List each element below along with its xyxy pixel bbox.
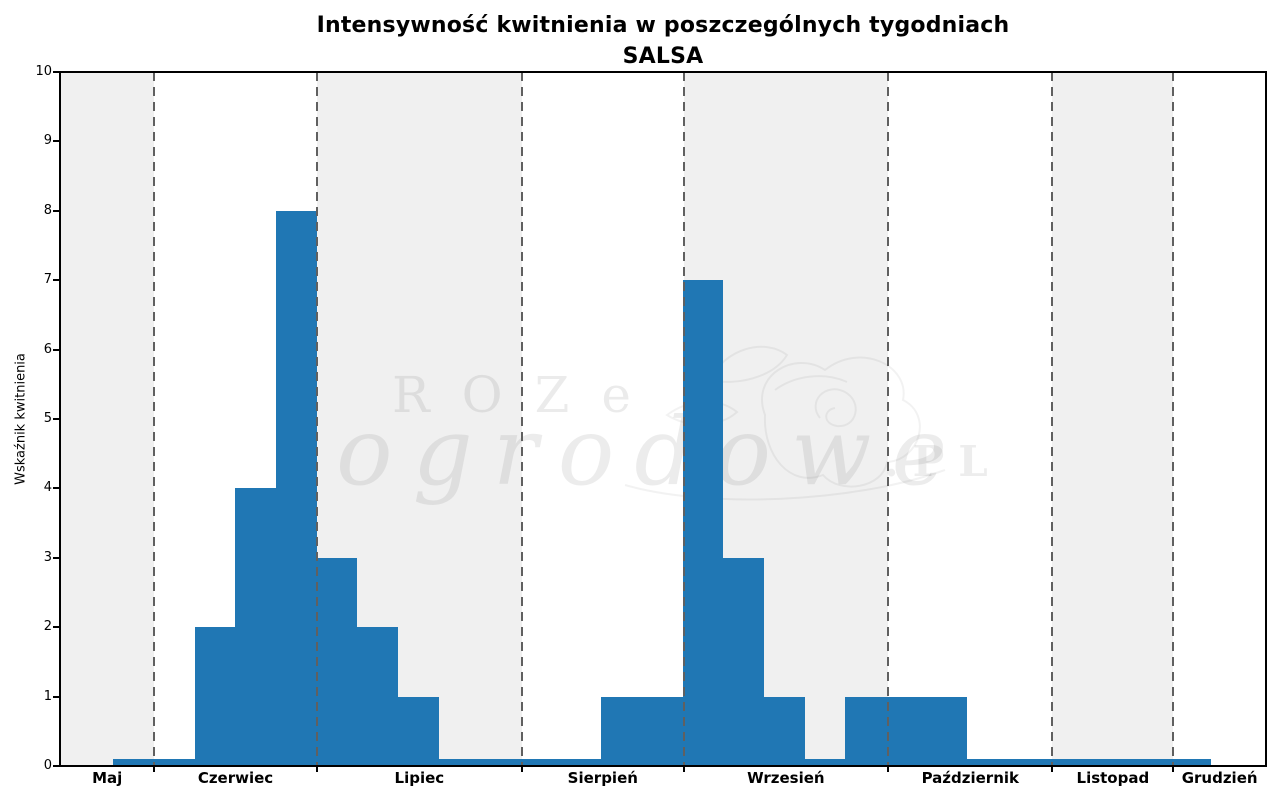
- histogram-bar: [805, 759, 845, 766]
- month-separator-line: [887, 72, 890, 766]
- chart-title: Intensywność kwitnienia w poszczególnych…: [316, 13, 1010, 38]
- x-axis-tick: [315, 767, 318, 772]
- histogram-bar: [113, 759, 154, 766]
- month-band-listopad: [1052, 72, 1174, 766]
- x-axis-tick: [1051, 767, 1054, 772]
- x-tick-label-month: Listopad: [1076, 769, 1150, 787]
- histogram-bar: [886, 696, 927, 766]
- histogram-bar: [439, 759, 479, 766]
- histogram-bar: [1008, 759, 1049, 766]
- histogram-bar: [1130, 759, 1171, 766]
- plot-area: [60, 72, 1266, 766]
- histogram-bar: [967, 759, 1008, 766]
- month-separator-line: [521, 72, 524, 766]
- x-axis-tick: [1172, 767, 1175, 772]
- histogram-bar: [195, 627, 235, 766]
- y-tick-label: 0: [43, 758, 52, 773]
- y-axis-tick: [53, 556, 60, 559]
- month-separator-line: [1172, 72, 1175, 766]
- y-axis-tick: [53, 695, 60, 698]
- month-band-maj: [60, 72, 155, 766]
- y-axis-tick: [53, 140, 60, 143]
- histogram-bar: [357, 627, 398, 766]
- y-axis-tick: [53, 765, 60, 767]
- x-axis-tick: [887, 767, 890, 772]
- histogram-bar: [1089, 759, 1130, 766]
- y-tick-label: 9: [43, 133, 52, 149]
- x-axis-tick: [682, 767, 685, 772]
- y-tick-label: 6: [43, 341, 52, 357]
- histogram-bar: [601, 696, 642, 766]
- x-tick-label-month: Czerwiec: [197, 769, 274, 787]
- chart-title-block: Intensywność kwitnienia w poszczególnych…: [60, 10, 1266, 72]
- histogram-bar: [520, 759, 561, 766]
- chart-subtitle: SALSA: [622, 44, 704, 69]
- y-axis-tick: [53, 348, 60, 351]
- histogram-bar: [927, 696, 967, 766]
- histogram-bar: [683, 280, 723, 766]
- histogram-bar: [479, 759, 520, 766]
- histogram-bar: [398, 696, 439, 766]
- histogram-bar: [764, 696, 805, 766]
- x-tick-label-month: Maj: [92, 769, 123, 787]
- histogram-bar: [723, 557, 764, 766]
- x-tick-label-month: Grudzień: [1181, 769, 1258, 787]
- y-axis-tick: [53, 279, 60, 282]
- month-separator-line: [315, 72, 318, 766]
- y-tick-label: 1: [43, 688, 52, 704]
- y-axis-tick: [53, 626, 60, 629]
- histogram-bar: [154, 759, 195, 766]
- histogram-bar: [845, 696, 886, 766]
- y-tick-label: 8: [43, 202, 52, 218]
- y-axis-tick: [53, 418, 60, 420]
- histogram-bar: [317, 557, 357, 766]
- y-tick-label: 3: [43, 549, 52, 565]
- month-separator-line: [1051, 72, 1054, 766]
- x-axis-tick: [521, 767, 524, 772]
- histogram-bar: [235, 488, 276, 766]
- y-tick-label: 7: [43, 272, 52, 288]
- x-tick-label-month: Lipiec: [394, 769, 445, 787]
- histogram-bar: [561, 759, 601, 766]
- y-tick-label: 2: [43, 619, 52, 635]
- histogram-bar: [642, 696, 683, 766]
- histogram-bar: [1049, 759, 1089, 766]
- histogram-bar: [276, 210, 317, 766]
- y-axis-tick: [53, 487, 60, 490]
- y-tick-label: 4: [43, 480, 52, 496]
- histogram-bar: [1171, 759, 1211, 766]
- month-separator-line: [153, 72, 156, 766]
- y-tick-label: 5: [43, 411, 52, 426]
- month-separator-line: [682, 72, 685, 766]
- x-axis-tick: [153, 767, 156, 772]
- y-axis-tick: [53, 209, 60, 212]
- x-tick-label-month: Sierpień: [567, 769, 638, 787]
- y-axis-tick: [53, 71, 60, 73]
- x-tick-label-month: Październik: [921, 769, 1019, 787]
- x-tick-label-month: Wrzesień: [747, 769, 825, 787]
- y-tick-label: 10: [35, 64, 52, 79]
